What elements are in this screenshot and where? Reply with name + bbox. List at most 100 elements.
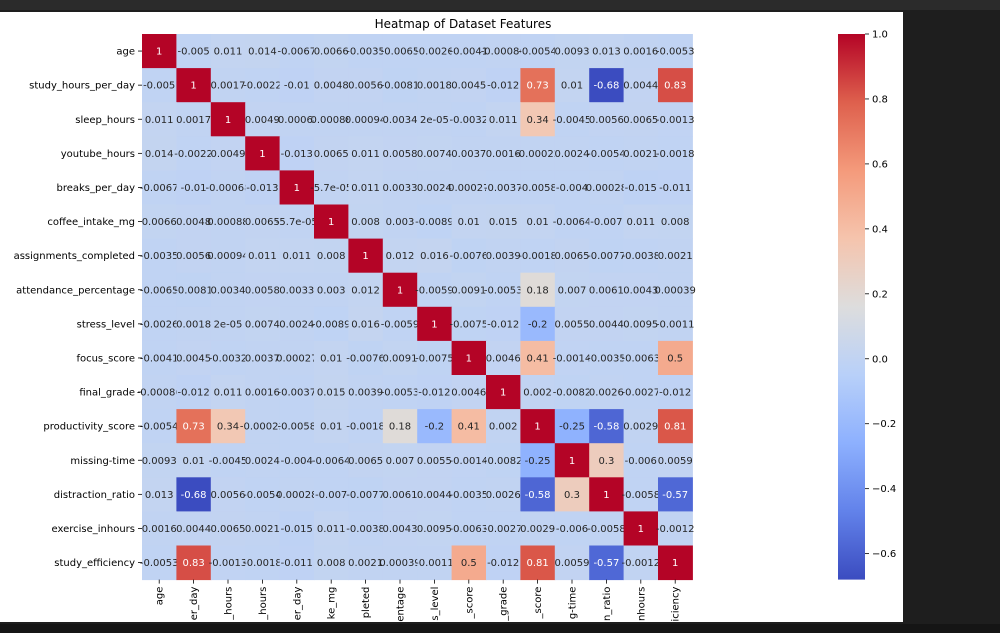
cell-value-label: 0.0065	[555, 251, 590, 262]
heatmap-cell	[417, 443, 453, 478]
heatmap-cell	[658, 306, 693, 342]
heatmap-cell	[210, 306, 246, 342]
cell-value-label: 0.012	[386, 251, 415, 262]
cell-value-label: -0.012	[487, 558, 519, 569]
heatmap-cell	[623, 272, 659, 308]
heatmap-cell	[451, 34, 487, 69]
cell-value-label: 0.00088	[311, 115, 352, 126]
cell-value-label: 0.0043	[623, 285, 658, 296]
heatmap-cell	[382, 102, 418, 137]
cell-value-label: 1	[466, 353, 472, 364]
cell-value-label: 0.0048	[314, 81, 349, 92]
heatmap-cell	[279, 170, 315, 205]
heatmap-cell	[658, 545, 693, 581]
cell-value-label: 0.002	[489, 422, 518, 433]
heatmap-cell	[520, 545, 556, 581]
cell-value-label: -0.0054	[518, 47, 557, 58]
heatmap-cell	[142, 272, 177, 308]
cell-value-label: 0.0065	[211, 524, 246, 535]
cell-value-label: 0.01	[561, 81, 583, 92]
heatmap-cell	[314, 477, 349, 512]
cell-value-label: 0.73	[526, 81, 548, 92]
column-tick-label: entage	[396, 587, 407, 622]
cell-value-label: 0.0026	[589, 388, 624, 399]
heatmap-cell	[417, 238, 453, 274]
heatmap-cell	[382, 545, 418, 581]
heatmap-cell	[658, 102, 693, 137]
heatmap-cell	[176, 136, 212, 171]
cell-value-label: -0.0058	[277, 422, 316, 433]
heatmap-cell	[554, 34, 590, 69]
cell-value-label: 0.34	[526, 115, 548, 126]
heatmap-cell	[623, 375, 659, 410]
heatmap-cell	[589, 170, 625, 205]
heatmap-cell	[451, 340, 487, 376]
cell-value-label: 0.0029	[623, 422, 658, 433]
heatmap-cell	[589, 409, 625, 444]
colorbar-tick-label: −0.2	[872, 419, 896, 430]
cell-value-label: 0.01	[320, 422, 342, 433]
cell-value-label: 0.0016	[486, 149, 521, 160]
column-tick-label: _hours	[224, 587, 235, 621]
heatmap-cell	[279, 136, 315, 171]
heatmap-cell	[245, 136, 281, 171]
cell-value-label: 0.01	[458, 217, 480, 228]
cell-value-label: -0.57	[662, 490, 688, 501]
heatmap-cell	[451, 238, 487, 274]
heatmap-cell	[486, 136, 521, 171]
heatmap-cell	[176, 375, 212, 410]
cell-value-label: 0.0044	[623, 81, 658, 92]
cell-value-label: 0.0017	[211, 81, 246, 92]
heatmap-cell	[623, 68, 659, 103]
heatmap-cell	[245, 375, 281, 410]
cell-value-label: 0.00028	[276, 490, 317, 501]
heatmap-cell	[314, 272, 349, 308]
heatmap-cell	[245, 511, 281, 546]
cell-value-label: -0.0053	[381, 388, 420, 399]
cell-value-label: 1	[362, 251, 368, 262]
heatmap-cell	[176, 34, 212, 69]
cell-value-label: 0.0056	[176, 251, 211, 262]
heatmap-cell	[554, 306, 590, 342]
heatmap-cell	[486, 409, 521, 444]
cell-value-label: -0.0053	[140, 558, 179, 569]
heatmap-cell	[520, 136, 556, 171]
heatmap-cell	[245, 340, 281, 376]
cell-value-label: 0.0091	[383, 353, 418, 364]
heatmap-cell	[279, 68, 315, 103]
cell-value-label: 0.008	[317, 251, 346, 262]
cell-value-label: 0.012	[351, 285, 380, 296]
cell-value-label: -0.0014	[449, 456, 488, 467]
cell-value-label: 2e-05	[214, 319, 243, 330]
cell-value-label: -0.0082	[484, 456, 523, 467]
cell-value-label: -0.01	[284, 81, 310, 92]
heatmap-cell	[658, 443, 693, 478]
heatmap-cell	[658, 511, 693, 546]
cell-value-label: -0.00086	[137, 388, 182, 399]
column-tick-label: _hours	[258, 587, 269, 621]
cell-value-label: -0.013	[281, 149, 313, 160]
heatmap-cell	[142, 136, 177, 171]
cell-value-label: 1	[328, 217, 334, 228]
cell-value-label: 0.008	[351, 217, 380, 228]
heatmap-cell	[658, 238, 693, 274]
cell-value-label: -0.0075	[449, 319, 488, 330]
cell-value-label: -0.2	[425, 422, 445, 433]
cell-value-label: -0.0037	[484, 183, 523, 194]
heatmap-chart: Heatmap of Dataset Features 1 -0.005 0.011…	[14, 17, 897, 622]
heatmap-cell	[589, 136, 625, 171]
heatmap-cell	[589, 443, 625, 478]
heatmap-cell	[245, 170, 281, 205]
cell-value-label: -0.013	[246, 183, 278, 194]
row-tick-label: focus_score	[76, 353, 135, 364]
heatmap-cell	[486, 238, 521, 274]
heatmap-cell	[382, 340, 418, 376]
cell-value-label: 0.011	[145, 115, 174, 126]
cell-value-label: -0.00022	[515, 149, 560, 160]
heatmap-cell	[589, 204, 625, 240]
heatmap-cell	[382, 443, 418, 478]
heatmap-cell	[176, 340, 212, 376]
heatmap-cell	[382, 409, 418, 444]
cell-value-label: 0.0024	[245, 456, 280, 467]
heatmap-cell	[245, 204, 281, 240]
